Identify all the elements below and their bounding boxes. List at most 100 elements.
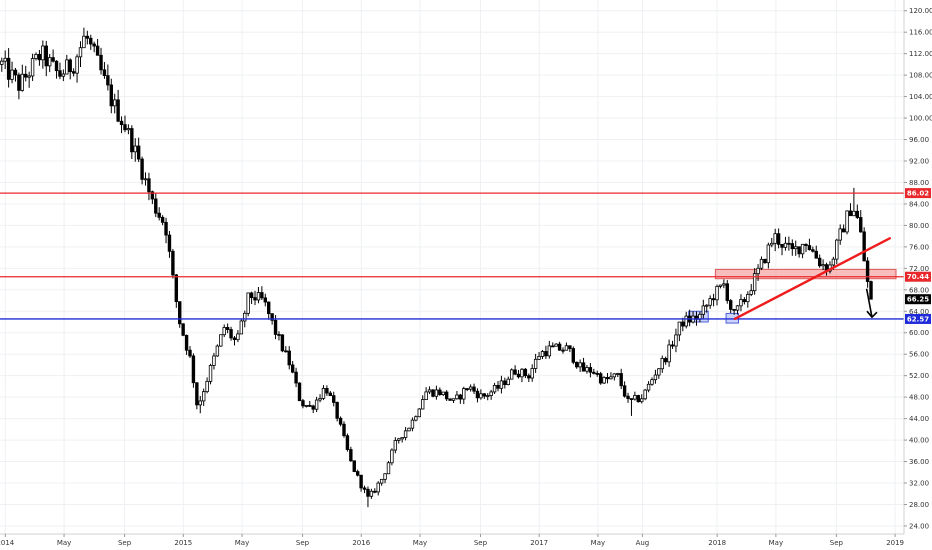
candle-up	[677, 321, 682, 336]
candle-down	[68, 59, 72, 73]
candle-up	[410, 419, 415, 429]
candle-down	[780, 243, 784, 248]
candle-up	[417, 408, 421, 418]
candle-up	[219, 334, 223, 347]
candle-down	[123, 124, 127, 131]
time-axis[interactable]: 2014 May Sep 2015 May Sep 2016 May Sep 2017 May Aug…	[0, 534, 904, 547]
candle-down	[188, 349, 192, 357]
price-tags: 86.02 70.44 62.57 66.25	[905, 188, 931, 324]
candle-down	[89, 37, 93, 45]
candle-up	[653, 374, 658, 381]
candle-up	[390, 449, 394, 464]
candle-up	[705, 304, 709, 307]
candle-down	[154, 198, 158, 214]
candle-down	[95, 45, 100, 56]
candle-down	[729, 300, 733, 310]
candle-up	[486, 395, 490, 397]
candle-down	[287, 350, 291, 366]
candle-down	[804, 243, 808, 246]
price-tag	[905, 313, 931, 324]
y-tick-label: 52.00	[909, 372, 929, 380]
candle-up	[78, 47, 83, 58]
candle-up	[205, 380, 209, 393]
candle-down	[544, 351, 548, 357]
candle-up	[520, 368, 524, 378]
y-tick-label: 72.00	[909, 265, 929, 273]
price-tag	[905, 271, 931, 282]
candle-down	[742, 299, 747, 303]
y-tick-label: 56.00	[909, 351, 929, 359]
y-tick-label: 112.00	[909, 50, 932, 58]
candle-down	[841, 228, 846, 233]
candle-down	[711, 298, 716, 301]
drawings	[733, 237, 891, 320]
candle-down	[260, 292, 264, 299]
candle-up	[82, 35, 86, 49]
candle-down	[848, 210, 853, 217]
candle-down	[54, 60, 59, 72]
x-tick-label: 2018	[708, 539, 726, 547]
grid-lines	[0, 0, 904, 534]
candle-up	[715, 286, 719, 301]
price-tag-label: 70.44	[907, 273, 929, 281]
candle-down	[349, 449, 353, 462]
candle-up	[708, 298, 712, 306]
candle-up	[30, 58, 35, 77]
x-tick-label: May	[591, 539, 605, 547]
candle-up	[393, 440, 398, 451]
candle-up	[133, 145, 137, 153]
candle-up	[616, 373, 620, 375]
candle-down	[342, 423, 346, 437]
candle-up	[770, 242, 774, 246]
candle-down	[811, 249, 815, 252]
candle-down	[431, 389, 435, 397]
trendline[interactable]	[733, 237, 891, 320]
candle-up	[739, 299, 743, 307]
candle-down	[301, 400, 305, 407]
y-tick-label: 24.00	[909, 522, 929, 530]
y-tick-label: 104.00	[909, 93, 932, 101]
candle-down	[516, 373, 521, 378]
candle-up	[852, 210, 856, 217]
candle-up	[403, 430, 408, 438]
candle-down	[797, 246, 801, 255]
candle-up	[212, 355, 216, 366]
candle-down	[725, 283, 729, 301]
candle-down	[373, 490, 377, 493]
candle-down	[311, 405, 315, 410]
y-tick-label: 76.00	[909, 243, 929, 251]
candle-down	[366, 488, 370, 497]
candle-down	[335, 402, 339, 419]
price-axis[interactable]: 120.00 116.00 112.00 108.00 104.00 100.00 96.0…	[904, 7, 932, 530]
candle-up	[41, 45, 45, 61]
candle-up	[684, 315, 688, 327]
y-tick-label: 68.00	[909, 286, 929, 294]
candle-down	[595, 373, 599, 375]
forecast-arrow-shaft[interactable]	[865, 288, 873, 318]
y-tick-label: 40.00	[909, 437, 929, 445]
candle-up	[75, 56, 79, 74]
candle-up	[554, 343, 558, 347]
candle-up	[143, 178, 148, 181]
candle-up	[20, 73, 25, 91]
candle-up	[208, 365, 213, 382]
candle-down	[191, 355, 196, 384]
candle-down	[345, 435, 350, 450]
candle-up	[746, 293, 750, 303]
candle-down	[174, 274, 179, 303]
candle-up	[794, 246, 798, 250]
candle-up	[34, 54, 38, 59]
candle-up	[386, 462, 391, 475]
y-tick-label: 32.00	[909, 480, 929, 488]
candle-down	[790, 243, 795, 250]
candle-up	[321, 388, 326, 399]
candle-down	[355, 471, 360, 476]
candle-up	[845, 210, 849, 233]
candle-up	[239, 320, 244, 335]
x-tick-label: 2017	[530, 539, 548, 547]
candle-down	[277, 334, 281, 336]
candle-down	[297, 382, 302, 402]
candle-up	[640, 398, 644, 403]
forecast-arrow-head[interactable]	[866, 310, 878, 319]
candle-down	[571, 348, 575, 363]
